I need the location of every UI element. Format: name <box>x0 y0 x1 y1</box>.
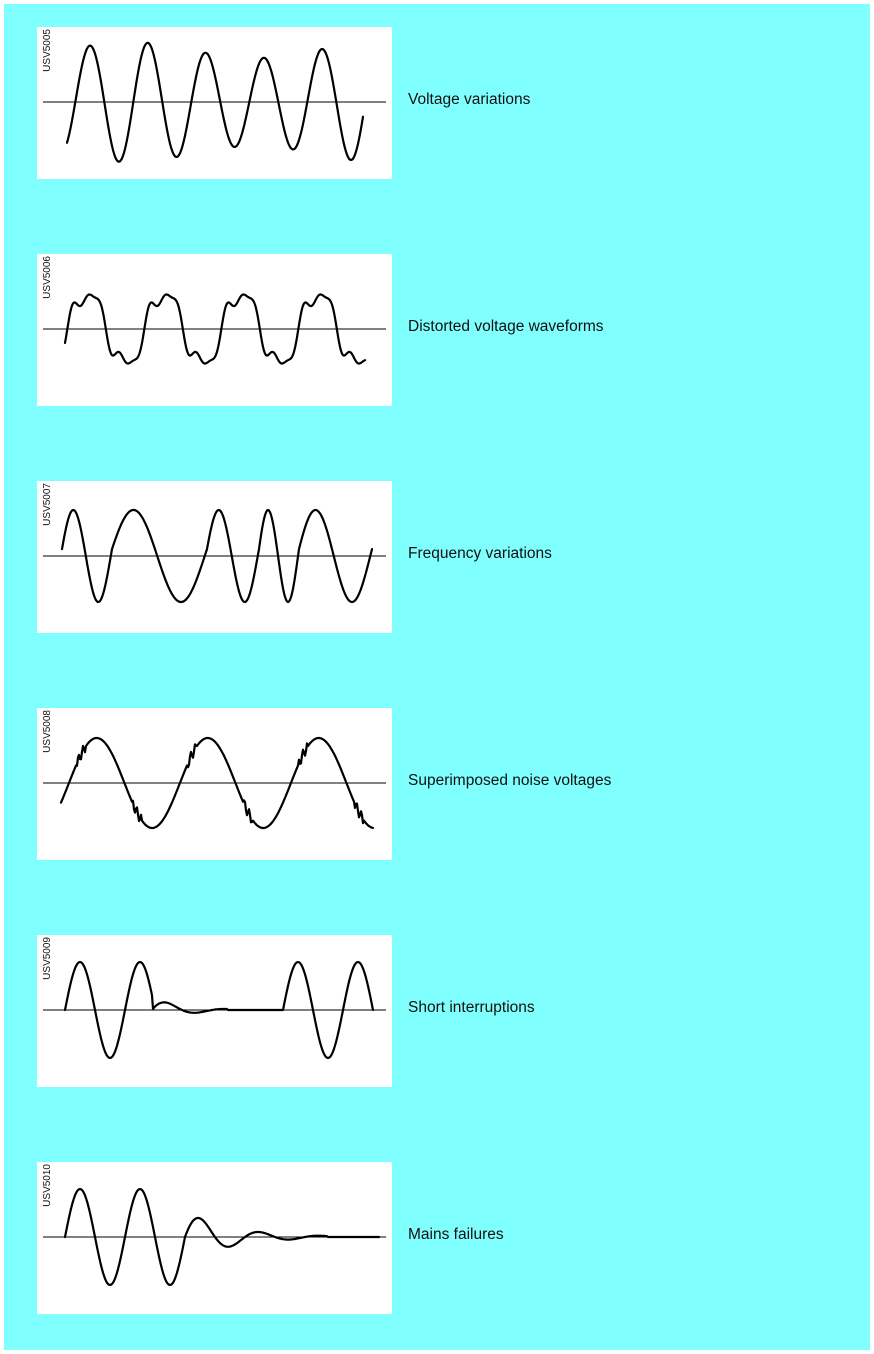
waveform-caption: Distorted voltage waveforms <box>408 318 604 335</box>
waveform-card: USV5009 <box>37 935 392 1087</box>
waveform-caption: Short interruptions <box>408 999 535 1016</box>
waveform-caption: Superimposed noise voltages <box>408 772 612 789</box>
waveform-card: USV5007 <box>37 481 392 633</box>
diagram-panel: USV5005 Voltage variations USV5006 Disto… <box>4 4 870 1350</box>
waveform-plot <box>43 1187 386 1287</box>
waveform-card: USV5008 <box>37 708 392 860</box>
waveform-row-frequency-variations: USV5007 Frequency variations <box>4 481 870 633</box>
waveform-card: USV5006 <box>37 254 392 406</box>
waveform-trace <box>63 1187 381 1287</box>
waveform-row-distorted-voltage: USV5006 Distorted voltage waveforms <box>4 254 870 406</box>
waveform-trace <box>63 293 367 365</box>
waveform-plot <box>43 41 386 163</box>
waveform-row-short-interruptions: USV5009 Short interruptions <box>4 935 870 1087</box>
waveform-trace <box>60 508 374 604</box>
waveform-caption: Mains failures <box>408 1226 504 1243</box>
waveform-trace <box>65 41 365 163</box>
waveform-plot <box>43 960 386 1060</box>
waveform-plot <box>43 293 386 365</box>
waveform-card: USV5005 <box>37 27 392 179</box>
waveform-caption: Voltage variations <box>408 91 531 108</box>
waveform-caption: Frequency variations <box>408 545 552 562</box>
waveform-trace <box>63 960 375 1060</box>
waveform-row-superimposed-noise: USV5008 Superimposed noise voltages <box>4 708 870 860</box>
waveform-row-voltage-variations: USV5005 Voltage variations <box>4 27 870 179</box>
waveform-trace <box>59 736 375 830</box>
waveform-row-mains-failures: USV5010 Mains failures <box>4 1162 870 1314</box>
waveform-plot <box>43 508 386 604</box>
waveform-card: USV5010 <box>37 1162 392 1314</box>
waveform-plot <box>43 736 386 830</box>
